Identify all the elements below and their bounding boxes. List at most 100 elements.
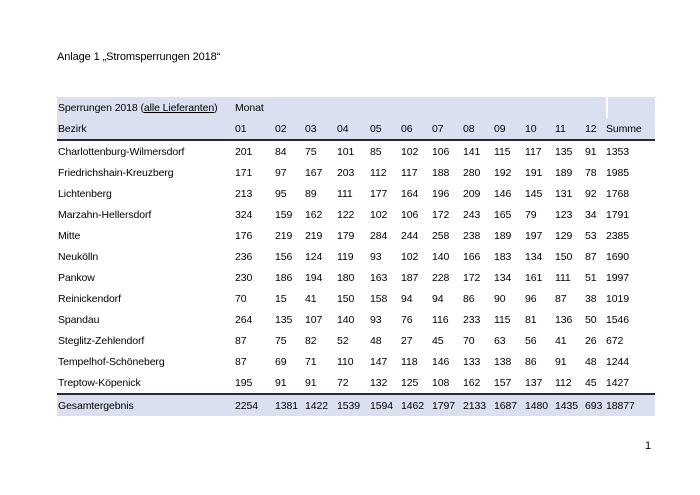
month-value: 91 bbox=[275, 376, 287, 389]
row-summe-value: 1427 bbox=[606, 376, 629, 389]
month-value: 146 bbox=[432, 355, 450, 368]
month-value: 163 bbox=[370, 271, 388, 284]
total-month-value: 1381 bbox=[275, 393, 305, 416]
sperrungen-pivot-table: Sperrungen 2018 (alle Lieferanten) Monat… bbox=[57, 97, 655, 416]
month-value: 117 bbox=[401, 166, 418, 179]
table-row: Lichtenberg 213 95 89 111 177 164 196 209 146 145 1… bbox=[57, 183, 655, 204]
table-row: Steglitz-Zehlendorf 87 75 82 52 48 27 45 70 63 56 4… bbox=[57, 330, 655, 351]
row-summe-value: 1546 bbox=[606, 313, 629, 326]
month-value: 112 bbox=[555, 376, 572, 389]
row-summe-value: 1791 bbox=[606, 208, 629, 221]
month-value: 75 bbox=[275, 334, 287, 347]
total-summe-value: 18877 bbox=[606, 393, 655, 416]
month-value: 131 bbox=[555, 187, 573, 200]
month-value: 51 bbox=[585, 271, 597, 284]
column-header-row: Bezirk 01 02 03 04 05 06 07 08 09 10 11 12 Summe bbox=[57, 118, 655, 141]
bezirk-name: Lichtenberg bbox=[58, 187, 112, 200]
month-column-header: 07 bbox=[432, 118, 463, 141]
month-value: 145 bbox=[525, 187, 543, 200]
month-value: 38 bbox=[585, 292, 597, 305]
total-month-value: 693 bbox=[585, 393, 606, 416]
table-row: Spandau 264 135 107 140 93 76 116 233 115 81 136 50 1… bbox=[57, 309, 655, 330]
month-value: 180 bbox=[337, 271, 355, 284]
month-value: 264 bbox=[235, 313, 253, 326]
month-value: 41 bbox=[555, 334, 567, 347]
month-value: 91 bbox=[585, 145, 597, 158]
month-value: 106 bbox=[432, 145, 450, 158]
month-value: 115 bbox=[494, 313, 511, 326]
row-summe-value: 1997 bbox=[606, 271, 629, 284]
month-value: 236 bbox=[235, 250, 253, 263]
month-value: 187 bbox=[401, 271, 419, 284]
total-month-value: 1422 bbox=[305, 393, 337, 416]
table-row: Reinickendorf 70 15 41 150 158 94 94 86 90 96 87 38 1… bbox=[57, 288, 655, 309]
month-value: 107 bbox=[305, 313, 323, 326]
month-value: 90 bbox=[494, 292, 506, 305]
month-value: 86 bbox=[525, 355, 537, 368]
bezirk-name: Spandau bbox=[58, 313, 100, 326]
month-value: 96 bbox=[525, 292, 537, 305]
month-value: 189 bbox=[494, 229, 512, 242]
month-value: 134 bbox=[525, 250, 543, 263]
month-value: 34 bbox=[585, 208, 597, 221]
month-column-header: 08 bbox=[463, 118, 494, 141]
month-value: 111 bbox=[337, 187, 353, 200]
month-value: 115 bbox=[494, 145, 511, 158]
month-column-header: 05 bbox=[370, 118, 401, 141]
month-value: 93 bbox=[370, 250, 382, 263]
month-value: 87 bbox=[235, 355, 247, 368]
month-value: 284 bbox=[370, 229, 388, 242]
month-value: 122 bbox=[337, 208, 355, 221]
month-value: 48 bbox=[585, 355, 597, 368]
total-month-value: 1539 bbox=[337, 393, 370, 416]
month-value: 219 bbox=[275, 229, 293, 242]
month-value: 91 bbox=[305, 376, 317, 389]
table-row: Charlottenburg-Wilmersdorf 201 84 75 101 85 10… bbox=[57, 141, 655, 162]
bezirk-name: Tempelhof-Schöneberg bbox=[58, 355, 165, 368]
table-row: Tempelhof-Schöneberg 87 69 71 110 147 118 146 13… bbox=[57, 351, 655, 372]
page-number: 1 bbox=[645, 440, 652, 452]
month-value: 209 bbox=[463, 187, 481, 200]
month-value: 243 bbox=[463, 208, 481, 221]
total-label: Gesamtergebnis bbox=[57, 393, 235, 416]
month-value: 106 bbox=[401, 208, 419, 221]
month-value: 81 bbox=[525, 313, 537, 326]
month-value: 125 bbox=[401, 376, 419, 389]
month-value: 138 bbox=[494, 355, 512, 368]
month-value: 203 bbox=[337, 166, 355, 179]
month-value: 156 bbox=[275, 250, 293, 263]
total-month-value: 1797 bbox=[432, 393, 463, 416]
month-value: 92 bbox=[585, 187, 597, 200]
month-value: 172 bbox=[463, 271, 481, 284]
month-value: 112 bbox=[370, 166, 387, 179]
month-column-header: 12 bbox=[585, 118, 606, 141]
month-value: 213 bbox=[235, 187, 253, 200]
month-value: 195 bbox=[235, 376, 253, 389]
table-row: Neukölln 236 156 124 119 93 102 140 166 183 134 150… bbox=[57, 246, 655, 267]
month-column-header: 02 bbox=[275, 118, 305, 141]
month-value: 117 bbox=[525, 145, 542, 158]
month-value: 48 bbox=[370, 334, 382, 347]
month-value: 75 bbox=[305, 145, 317, 158]
bezirk-name: Marzahn-Hellersdorf bbox=[58, 208, 152, 221]
month-value: 196 bbox=[432, 187, 450, 200]
month-value: 102 bbox=[401, 250, 419, 263]
month-value: 158 bbox=[370, 292, 388, 305]
table-row: Marzahn-Hellersdorf 324 159 162 122 102 106 172… bbox=[57, 204, 655, 225]
month-value: 86 bbox=[463, 292, 475, 305]
month-value: 15 bbox=[275, 292, 287, 305]
month-column-header: 04 bbox=[337, 118, 370, 141]
month-value: 52 bbox=[337, 334, 349, 347]
month-value: 78 bbox=[585, 166, 597, 179]
bezirk-column-header: Bezirk bbox=[57, 118, 235, 141]
month-value: 238 bbox=[463, 229, 481, 242]
total-month-value: 2254 bbox=[235, 393, 275, 416]
month-value: 172 bbox=[432, 208, 450, 221]
row-summe-value: 672 bbox=[606, 334, 624, 347]
row-summe-value: 1019 bbox=[606, 292, 629, 305]
month-value: 165 bbox=[494, 208, 512, 221]
month-value: 111 bbox=[555, 271, 571, 284]
month-value: 162 bbox=[463, 376, 481, 389]
month-value: 94 bbox=[401, 292, 413, 305]
month-value: 159 bbox=[275, 208, 293, 221]
